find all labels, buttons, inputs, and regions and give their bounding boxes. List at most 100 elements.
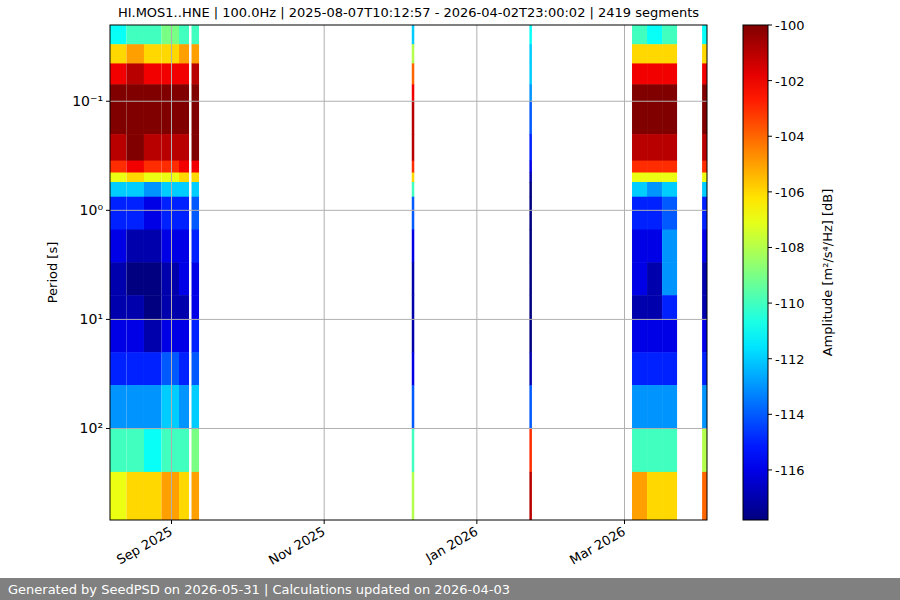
cell bbox=[702, 428, 707, 472]
y-tick-label: 10² bbox=[80, 420, 103, 436]
cell bbox=[529, 134, 532, 161]
cell bbox=[662, 295, 677, 320]
tick bbox=[106, 319, 110, 320]
colorbar-tick bbox=[768, 80, 772, 81]
cell bbox=[179, 197, 189, 230]
cell bbox=[110, 63, 126, 84]
cell bbox=[647, 197, 662, 230]
cell bbox=[179, 319, 189, 352]
colorbar-tick-label: -114 bbox=[775, 407, 805, 422]
cell bbox=[412, 182, 415, 197]
cell bbox=[192, 197, 200, 230]
cell bbox=[529, 63, 532, 84]
cell bbox=[110, 173, 126, 183]
cell bbox=[126, 63, 144, 84]
cell bbox=[662, 134, 677, 161]
title: HI.MOS1..HNE | 100.0Hz | 2025-08-07T10:1… bbox=[118, 5, 699, 20]
cell bbox=[702, 197, 707, 230]
cell bbox=[179, 44, 189, 64]
cell bbox=[161, 197, 179, 230]
cell bbox=[126, 230, 144, 263]
cell bbox=[126, 101, 144, 134]
tick bbox=[171, 520, 172, 524]
cell bbox=[632, 173, 647, 183]
cell bbox=[126, 134, 144, 161]
x-tick-label: Mar 2026 bbox=[567, 524, 628, 568]
cell bbox=[161, 428, 179, 472]
cell bbox=[192, 319, 200, 352]
colorbar-tick-label: -104 bbox=[775, 129, 805, 144]
footer-bar bbox=[0, 578, 900, 600]
cell bbox=[412, 428, 415, 472]
grid-line bbox=[324, 25, 325, 520]
cell bbox=[179, 295, 189, 320]
tick bbox=[624, 520, 625, 524]
colorbar-tick bbox=[768, 358, 772, 359]
cell bbox=[647, 472, 662, 520]
colorbar-tick-label: -100 bbox=[775, 18, 805, 33]
cell bbox=[110, 428, 126, 472]
cell bbox=[702, 262, 707, 295]
cell bbox=[412, 319, 415, 352]
cell bbox=[662, 63, 677, 84]
cell bbox=[110, 352, 126, 385]
cell bbox=[179, 262, 189, 295]
cell bbox=[192, 385, 200, 429]
cell bbox=[529, 173, 532, 183]
cell bbox=[110, 84, 126, 101]
tick bbox=[324, 520, 325, 524]
cell bbox=[144, 428, 162, 472]
cell bbox=[647, 230, 662, 263]
cell bbox=[110, 472, 126, 520]
cell bbox=[412, 173, 415, 183]
cell bbox=[662, 161, 677, 173]
cell bbox=[632, 197, 647, 230]
cell bbox=[412, 352, 415, 385]
cell bbox=[192, 173, 200, 183]
colorbar-tick-label: -116 bbox=[775, 463, 805, 478]
cell bbox=[662, 84, 677, 101]
cell bbox=[110, 262, 126, 295]
cell bbox=[412, 44, 415, 64]
cell bbox=[632, 319, 647, 352]
x-tick-label: Nov 2025 bbox=[266, 524, 328, 568]
tick bbox=[106, 428, 110, 429]
chart: Sep 2025Nov 2025Jan 2026Mar 202610⁻¹10⁰1… bbox=[0, 0, 900, 600]
footer: Generated by SeedPSD on 2026-05-31 | Cal… bbox=[8, 582, 510, 597]
cell bbox=[161, 161, 179, 173]
cell bbox=[161, 44, 179, 64]
cell bbox=[632, 230, 647, 263]
cell bbox=[192, 25, 200, 45]
cell bbox=[702, 352, 707, 385]
cell bbox=[632, 262, 647, 295]
cell bbox=[161, 472, 179, 520]
cell bbox=[144, 385, 162, 429]
cell bbox=[647, 385, 662, 429]
cell bbox=[662, 101, 677, 134]
cell bbox=[161, 25, 179, 45]
tick bbox=[476, 520, 477, 524]
cell bbox=[144, 295, 162, 320]
cell bbox=[144, 197, 162, 230]
cell bbox=[662, 262, 677, 295]
grid-line bbox=[110, 101, 707, 102]
cell bbox=[529, 44, 532, 64]
cell bbox=[529, 197, 532, 230]
grid-line bbox=[110, 428, 707, 429]
cell bbox=[179, 352, 189, 385]
cell bbox=[632, 84, 647, 101]
cell bbox=[161, 230, 179, 263]
colorbar-tick bbox=[768, 469, 772, 470]
cell bbox=[412, 134, 415, 161]
cell bbox=[702, 84, 707, 101]
plot-frame bbox=[110, 25, 707, 520]
cell bbox=[126, 161, 144, 173]
cell bbox=[179, 472, 189, 520]
cell bbox=[412, 230, 415, 263]
cell bbox=[702, 63, 707, 84]
cell bbox=[529, 472, 532, 520]
cell bbox=[702, 295, 707, 320]
cell bbox=[126, 352, 144, 385]
cell bbox=[632, 101, 647, 134]
cell bbox=[647, 173, 662, 183]
